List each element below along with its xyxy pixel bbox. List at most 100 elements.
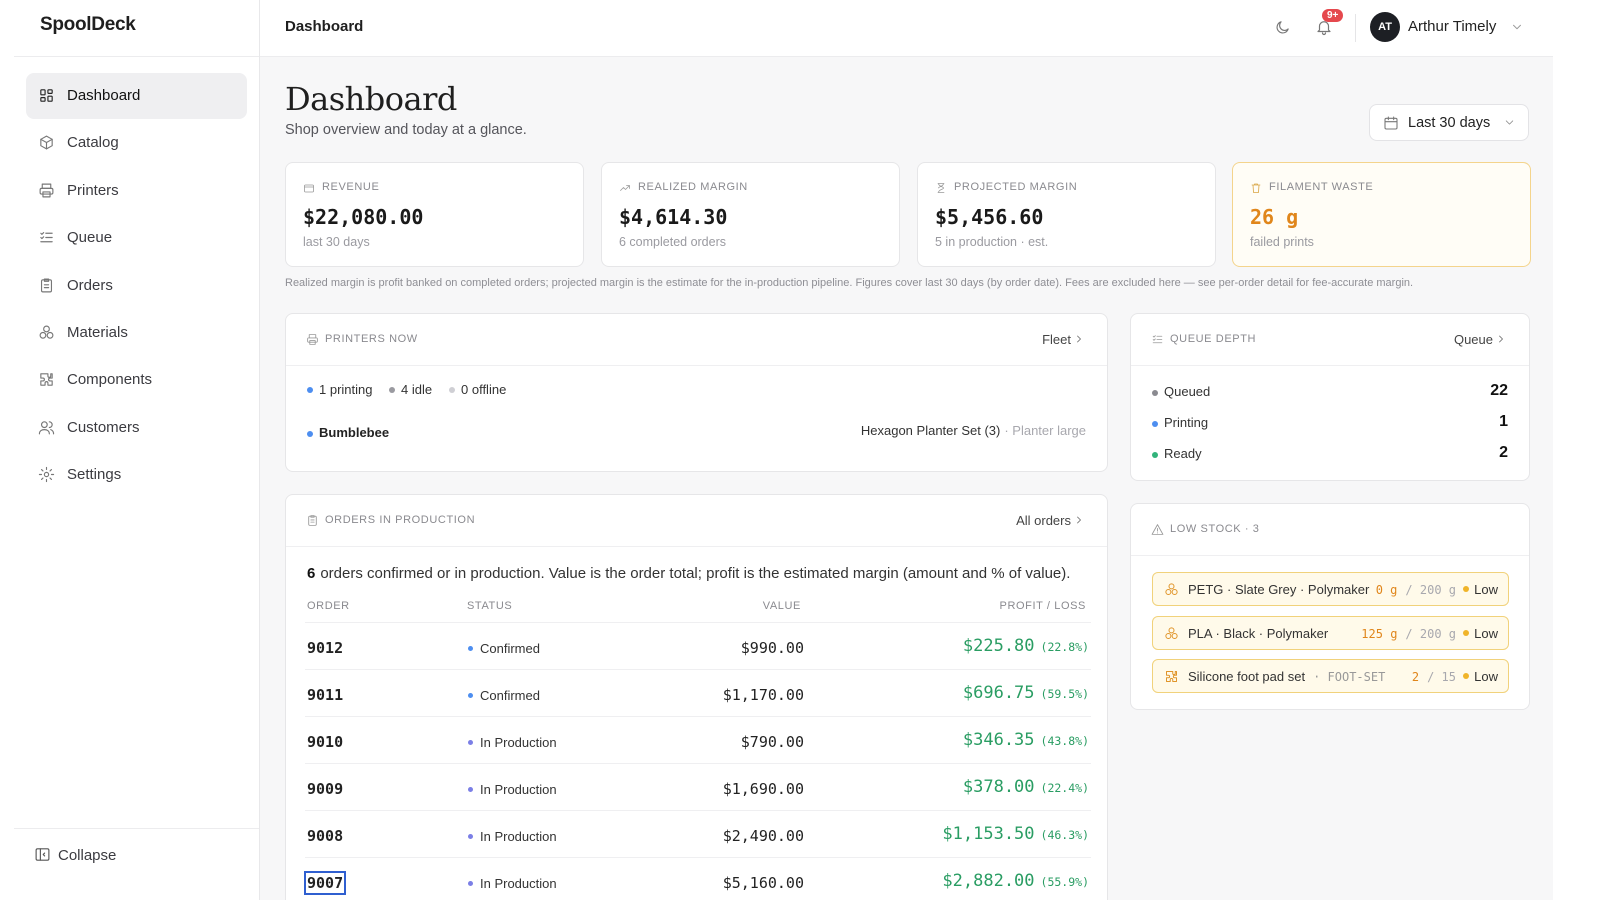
order-profit: $2,882.00 (55.9%) (942, 871, 1089, 891)
date-range-label: Last 30 days (1408, 115, 1491, 131)
nav-item[interactable]: Queue (26, 215, 247, 261)
status-dot (307, 387, 313, 393)
qty-current: 125 g (1361, 626, 1398, 641)
item-name: PLA · Black · Polymaker (1188, 626, 1328, 641)
column-header: PROFIT / LOSS (999, 600, 1086, 612)
date-range-select[interactable]: Last 30 days (1369, 104, 1529, 141)
nav-icon (38, 87, 55, 104)
order-status: In Production (480, 735, 557, 750)
nav-icon (38, 324, 55, 341)
divider (1355, 14, 1356, 42)
kpi-sub: 5 in production · est. (935, 235, 1049, 249)
card-link[interactable]: Queue (1454, 332, 1507, 347)
status-dot (1152, 421, 1158, 427)
page-title: Dashboard (285, 80, 457, 118)
nav-icon (38, 182, 55, 199)
topbar: Dashboard 9+ AT Arthur Timely (260, 0, 1553, 57)
nav-item[interactable]: Orders (26, 263, 247, 309)
status-dot (1463, 586, 1469, 592)
orders-count: 6 (307, 565, 316, 582)
kpi-value-number: $5,456.60 (935, 205, 1044, 229)
nav-item[interactable]: Printers (26, 168, 247, 214)
order-profit: $378.00 (22.4%) (963, 777, 1089, 797)
divider (1131, 365, 1529, 366)
order-row[interactable]: 9011 Confirmed $1,170.00 $696.75 (59.5%) (305, 669, 1091, 717)
order-profit: $1,153.50 (46.3%) (942, 824, 1089, 844)
nav-icon (38, 419, 55, 436)
nav-item[interactable]: Customers (26, 405, 247, 451)
order-row[interactable]: 9007 In Production $5,160.00 $2,882.00 (55.9… (303, 857, 1091, 900)
nav-icon (38, 134, 55, 151)
qty-current: 2 (1411, 670, 1420, 684)
nav-label: Orders (67, 276, 113, 294)
divider (286, 546, 1107, 547)
kpi-value: $22,080.00 (303, 205, 423, 229)
nav-label: Catalog (67, 134, 119, 152)
card-icon (306, 333, 319, 346)
card-link-label: Queue (1453, 332, 1493, 347)
queue-count: 2 (1499, 444, 1508, 461)
divider (286, 365, 1107, 366)
qty-total: / 15 (1427, 670, 1456, 684)
profit-amount: $346.35 (962, 730, 1035, 750)
printer-status: 0 offline (461, 382, 507, 397)
kpi-icon (303, 182, 315, 194)
order-status: Confirmed (480, 641, 540, 656)
nav-item[interactable]: Materials (26, 310, 247, 356)
card-link[interactable]: All orders (1016, 513, 1085, 528)
qty-current: 0 g (1375, 583, 1398, 597)
theme-toggle[interactable] (1274, 19, 1291, 36)
kpi-label: FILAMENT WASTE (1269, 181, 1374, 193)
stock-level: Low (1474, 669, 1498, 684)
kpi-value: 26 g (1250, 205, 1298, 229)
profit-amount: $1,153.50 (942, 824, 1035, 844)
kpi-label: REVENUE (322, 181, 380, 193)
order-row[interactable]: 9009 In Production $1,690.00 $378.00 (22.4%) (305, 763, 1091, 811)
queue-label: Queued (1164, 384, 1211, 399)
queue-label: Printing (1164, 415, 1209, 430)
orders-summary: 6 orders confirmed or in production. Valu… (307, 565, 1070, 582)
nav-label: Queue (67, 229, 113, 247)
column-header: STATUS (467, 600, 513, 612)
nav-label: Components (67, 371, 153, 389)
profit-amount: $2,882.00 (942, 871, 1035, 891)
qty-total: / 200 g (1405, 583, 1456, 597)
notifications-button[interactable] (1315, 18, 1333, 36)
status-dot (468, 693, 473, 698)
collapse-icon (34, 846, 51, 863)
page-subtitle: Shop overview and today at a glance. (285, 122, 527, 138)
kpi-card: REALIZED MARGIN $4,614.30 6 completed orde… (601, 162, 900, 267)
qty-total: / 200 g (1405, 626, 1456, 641)
item-qty: 0 g / 200 g (1376, 583, 1456, 597)
low-stock-item[interactable]: Silicone foot pad set · FOOT-SET 2 / 15 Low (1152, 659, 1509, 693)
order-row[interactable]: 9010 In Production $790.00 $346.35 (43.8%) (305, 716, 1091, 764)
profit-percent: (22.8%) (1040, 640, 1089, 654)
low-stock-item[interactable]: PETG · Slate Grey · Polymaker 0 g / 200 g L… (1152, 572, 1509, 606)
queue-count: 22 (1490, 382, 1508, 399)
card-link[interactable]: Fleet (1042, 332, 1085, 347)
notification-badge: 9+ (1322, 9, 1344, 22)
order-value: $1,170.00 (722, 686, 804, 704)
card-icon (1151, 523, 1164, 536)
chevron-right (1073, 514, 1085, 526)
nav-item[interactable]: Catalog (26, 120, 247, 166)
nav-item[interactable]: Dashboard (26, 73, 247, 119)
status-dot (1463, 629, 1469, 636)
nav-icon (38, 466, 55, 483)
low-stock-item[interactable]: PLA · Black · Polymaker 125 g / 200 g Low (1152, 615, 1509, 650)
kpi-card: FILAMENT WASTE 26 g failed prints (1232, 162, 1531, 267)
kpi-sub: 6 completed orders (619, 235, 727, 249)
nav-item[interactable]: Settings (26, 452, 247, 498)
chevron (1510, 20, 1524, 34)
order-status: In Production (480, 829, 557, 844)
status-dot (468, 740, 473, 745)
status-dot (1463, 673, 1469, 679)
order-status: In Production (480, 782, 557, 797)
order-row[interactable]: 9008 In Production $2,490.00 $1,153.50 (46.3… (305, 810, 1091, 858)
order-row[interactable]: 9012 Confirmed $990.00 $225.80 (22.8%) (305, 622, 1091, 670)
nav-item[interactable]: Components (26, 357, 247, 403)
order-value: $1,690.00 (722, 780, 804, 798)
profit-amount: $225.80 (962, 636, 1035, 656)
collapse-button[interactable]: Collapse (32, 842, 212, 868)
user-menu[interactable]: AT Arthur Timely (1370, 11, 1530, 43)
